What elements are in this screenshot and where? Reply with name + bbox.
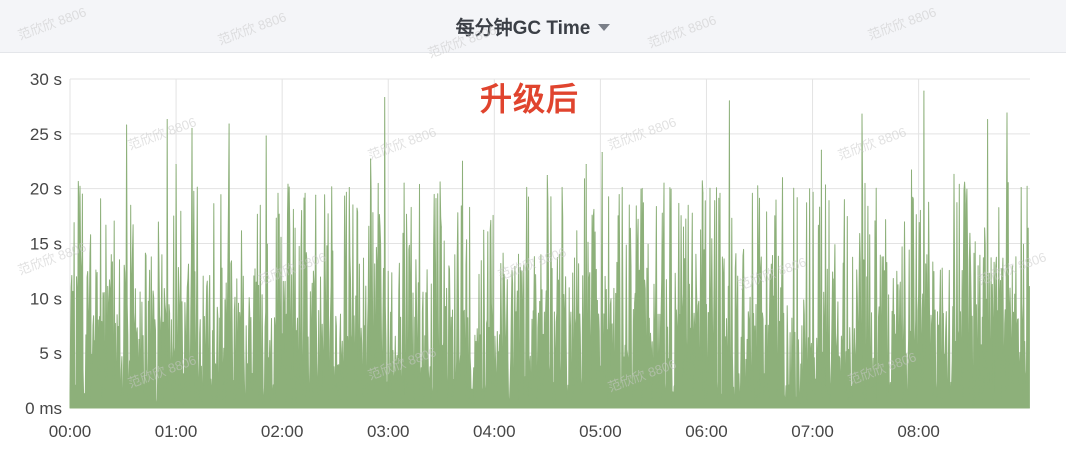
- series-peak-point: [265, 135, 267, 137]
- series-peak-point: [228, 123, 230, 125]
- series-area: [69, 90, 1030, 409]
- series-peak-point: [315, 194, 317, 196]
- series-peak-point: [483, 229, 485, 231]
- series-peak-point: [702, 192, 704, 194]
- x-tick-label: 01:00: [155, 422, 198, 441]
- x-tick-label: 07:00: [791, 422, 834, 441]
- series-peak-point: [585, 164, 587, 166]
- watermark-text: 范欣欣 8806: [366, 124, 438, 163]
- series-peak-point: [1006, 112, 1008, 114]
- watermark-text: 范欣欣 8806: [866, 4, 938, 43]
- panel-header: 每分钟GC Time: [0, 0, 1066, 53]
- series-peak-point: [403, 182, 405, 184]
- x-tick-label: 04:00: [473, 422, 516, 441]
- y-tick-label: 0 ms: [25, 399, 62, 418]
- series-peak-point: [546, 175, 548, 177]
- y-tick-label: 10 s: [30, 289, 62, 308]
- series-peak-point: [820, 149, 822, 151]
- series-peak-point: [663, 182, 665, 184]
- series-peak-point: [861, 113, 863, 115]
- series-peak-point: [348, 187, 350, 189]
- series-peak-point: [911, 169, 913, 171]
- watermark-text: 范欣欣 8806: [216, 9, 288, 48]
- series-peak-point: [440, 226, 442, 228]
- y-tick-label: 30 s: [30, 70, 62, 89]
- x-tick-label: 06:00: [685, 422, 728, 441]
- series-peak-point: [191, 127, 193, 129]
- series-peak-point: [166, 119, 168, 121]
- series-peak-point: [370, 158, 372, 160]
- panel-title-menu[interactable]: 每分钟GC Time: [456, 13, 611, 40]
- annotation-label: 升级后: [480, 81, 580, 117]
- x-tick-label: 05:00: [579, 422, 622, 441]
- watermark-text: 范欣欣 8806: [836, 124, 908, 163]
- y-tick-label: 5 s: [39, 344, 62, 363]
- series-peak-point: [987, 119, 989, 121]
- x-tick-label: 08:00: [897, 422, 940, 441]
- series-peak-point: [461, 160, 463, 162]
- watermark-text: 范欣欣 8806: [16, 4, 88, 43]
- caret-down-icon: [598, 23, 611, 31]
- y-tick-label: 25 s: [30, 125, 62, 144]
- series-peak-point: [923, 90, 925, 92]
- series-peak-point: [728, 100, 730, 102]
- panel-title: 每分钟GC Time: [455, 17, 591, 39]
- y-tick-label: 15 s: [30, 235, 62, 254]
- x-tick-label: 02:00: [261, 422, 304, 441]
- series-peak-point: [175, 164, 177, 166]
- y-tick-label: 20 s: [30, 180, 62, 199]
- series-peak-point: [1020, 187, 1022, 189]
- series-peak-point: [953, 173, 955, 175]
- watermark-text: 范欣欣 8806: [426, 22, 498, 61]
- x-tick-label: 00:00: [49, 422, 92, 441]
- series-peak-point: [126, 124, 128, 126]
- series-peak-point: [781, 177, 783, 179]
- series-peak-point: [384, 97, 386, 99]
- watermark-text: 范欣欣 8806: [646, 12, 718, 51]
- series-peak-point: [601, 151, 603, 153]
- series-peak-point: [81, 193, 83, 195]
- x-tick-label: 03:00: [367, 422, 410, 441]
